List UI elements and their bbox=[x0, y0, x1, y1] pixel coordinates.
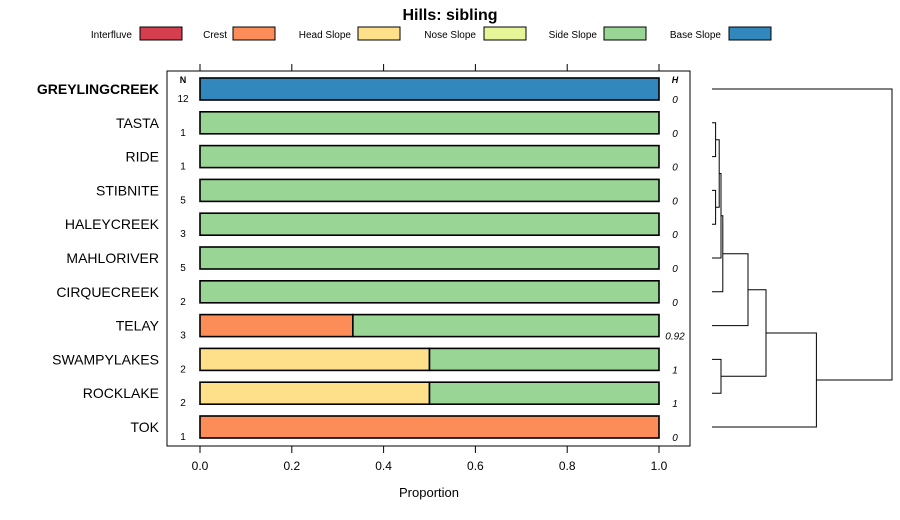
category-label-mahloriver: MAHLORIVER bbox=[66, 250, 159, 266]
h-value-ride: 0 bbox=[672, 163, 678, 174]
n-value-swampylakes: 2 bbox=[180, 364, 186, 375]
legend-label-side-slope: Side Slope bbox=[549, 30, 598, 41]
n-value-tasta: 1 bbox=[180, 128, 186, 139]
h-value-swampylakes: 1 bbox=[672, 365, 678, 376]
x-tick-label-1: 0.2 bbox=[283, 459, 300, 473]
dendrogram-merge-9 bbox=[712, 88, 893, 381]
dendrogram-merge-0 bbox=[712, 122, 717, 158]
legend: Interfluve Crest Head Slope Nose Slope Side … bbox=[91, 26, 772, 41]
bar-swampylakes-side-slope bbox=[428, 347, 660, 372]
bar-mahloriver-side-slope bbox=[199, 246, 660, 270]
bar-rocklake-side-slope bbox=[428, 381, 660, 406]
n-value-rocklake: 2 bbox=[180, 398, 186, 409]
legend-label-base-slope: Base Slope bbox=[670, 30, 722, 41]
x-tick-label-3: 0.6 bbox=[467, 459, 484, 473]
x-axis: 0.0 0.2 0.4 0.6 0.8 1.0 bbox=[192, 64, 668, 473]
h-value-telay: 0.92 bbox=[665, 332, 685, 343]
legend-swatch-base-slope bbox=[728, 26, 772, 41]
x-tick-label-5: 1.0 bbox=[651, 459, 668, 473]
bar-tasta-side-slope bbox=[199, 111, 660, 135]
h-value-tok: 0 bbox=[672, 433, 678, 444]
category-label-greylingcreek: GREYLINGCREEK bbox=[37, 81, 159, 97]
n-value-ride: 1 bbox=[180, 162, 186, 173]
h-value-tasta: 0 bbox=[672, 129, 678, 140]
h-value-greylingcreek: 0 bbox=[672, 95, 678, 106]
category-label-stibnite: STIBNITE bbox=[96, 182, 159, 198]
legend-swatch-interfluve bbox=[139, 26, 183, 41]
dendrogram bbox=[712, 88, 893, 428]
dendrogram-merge-2 bbox=[715, 139, 720, 208]
n-value-tok: 1 bbox=[180, 432, 186, 443]
dendrogram-merge-8 bbox=[712, 332, 817, 428]
h-value-haleycreek: 0 bbox=[672, 230, 678, 241]
legend-label-head-slope: Head Slope bbox=[299, 30, 352, 41]
plot-frame bbox=[166, 70, 691, 447]
bar-ride-side-slope bbox=[199, 144, 660, 169]
legend-swatch-crest bbox=[232, 26, 276, 41]
legend-label-interfluve: Interfluve bbox=[91, 30, 133, 41]
dendrogram-merge-7 bbox=[721, 289, 767, 377]
x-axis-label: Proportion bbox=[399, 485, 459, 500]
legend-swatch-nose-slope bbox=[483, 26, 527, 41]
dendrogram-merge-5 bbox=[712, 358, 722, 394]
n-value-haleycreek: 3 bbox=[180, 229, 186, 240]
legend-swatch-side-slope bbox=[603, 26, 647, 41]
h-value-rocklake: 1 bbox=[672, 399, 678, 410]
category-label-rocklake: ROCKLAKE bbox=[83, 385, 159, 401]
h-column-header: H bbox=[672, 75, 679, 85]
bar-telay-side-slope bbox=[352, 313, 660, 338]
category-label-tok: TOK bbox=[130, 419, 159, 435]
bar-haleycreek-side-slope bbox=[199, 212, 660, 236]
bar-swampylakes-head-slope bbox=[199, 347, 431, 372]
n-column-header: N bbox=[180, 75, 187, 85]
bar-telay-crest bbox=[199, 313, 354, 338]
n-value-mahloriver: 5 bbox=[180, 263, 186, 274]
bar-greylingcreek-base-slope bbox=[199, 77, 660, 101]
x-tick-label-2: 0.4 bbox=[375, 459, 392, 473]
n-value-telay: 3 bbox=[180, 331, 186, 342]
bar-stibnite-side-slope bbox=[199, 178, 660, 203]
category-label-telay: TELAY bbox=[116, 318, 160, 334]
legend-swatch-head-slope bbox=[357, 26, 401, 41]
legend-label-crest: Crest bbox=[203, 30, 227, 41]
dendrogram-merge-6 bbox=[712, 253, 749, 327]
legend-label-nose-slope: Nose Slope bbox=[424, 30, 476, 41]
n-value-stibnite: 5 bbox=[180, 195, 186, 206]
category-label-haleycreek: HALEYCREEK bbox=[65, 216, 160, 232]
n-value-cirquecreek: 2 bbox=[180, 297, 186, 308]
n-value-greylingcreek: 12 bbox=[177, 94, 189, 105]
category-label-ride: RIDE bbox=[126, 149, 159, 165]
bar-rocklake-head-slope bbox=[199, 381, 431, 406]
x-tick-label-4: 0.8 bbox=[559, 459, 576, 473]
bar-cirquecreek-side-slope bbox=[199, 279, 660, 304]
dendrogram-merge-1 bbox=[712, 189, 717, 225]
h-value-stibnite: 0 bbox=[672, 196, 678, 207]
x-tick-label-0: 0.0 bbox=[192, 459, 209, 473]
h-value-cirquecreek: 0 bbox=[672, 298, 678, 309]
chart-title: Hills: sibling bbox=[402, 7, 497, 24]
bar-tok-crest bbox=[199, 415, 660, 439]
category-label-cirquecreek: CIRQUECREEK bbox=[56, 284, 159, 300]
h-value-mahloriver: 0 bbox=[672, 264, 678, 275]
category-label-tasta: TASTA bbox=[116, 115, 160, 131]
category-label-swampylakes: SWAMPYLAKES bbox=[52, 351, 159, 367]
